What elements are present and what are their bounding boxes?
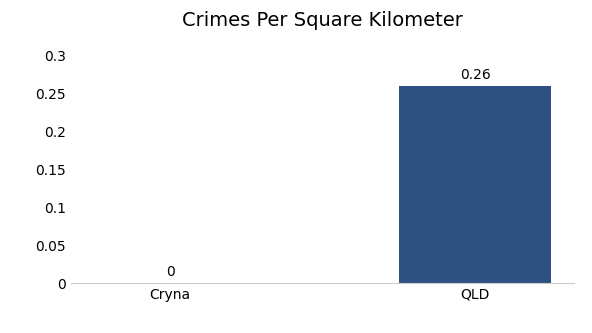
- Text: 0.26: 0.26: [460, 68, 491, 82]
- Bar: [399, 86, 551, 283]
- Title: Crimes Per Square Kilometer: Crimes Per Square Kilometer: [182, 11, 463, 30]
- Text: 0: 0: [166, 265, 175, 279]
